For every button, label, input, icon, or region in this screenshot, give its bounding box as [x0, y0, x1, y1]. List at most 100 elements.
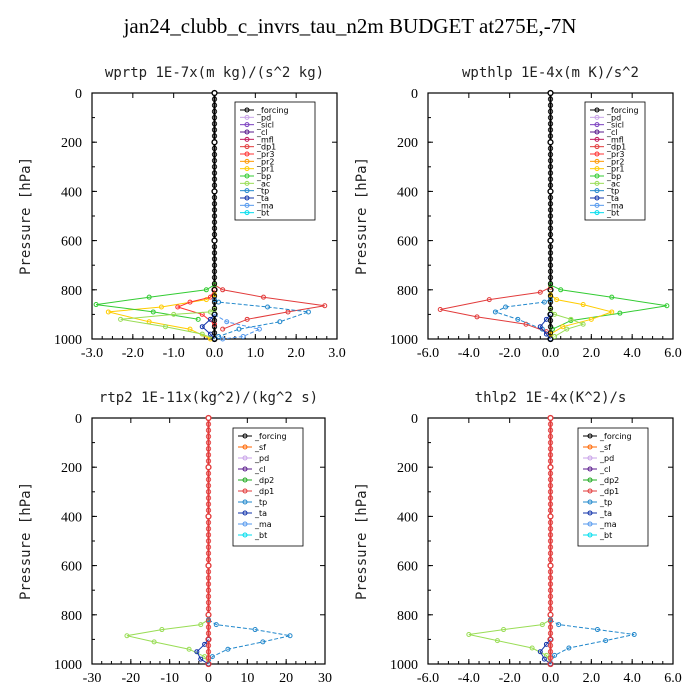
zero-line-marker	[547, 519, 554, 526]
series-line	[108, 294, 215, 340]
zero-line-marker	[547, 133, 554, 139]
data-point	[203, 287, 209, 293]
legend-item-label: _bp	[606, 172, 621, 181]
x-tick-label: 0.0	[206, 346, 224, 361]
zero-line-marker	[547, 575, 554, 581]
data-point	[580, 302, 586, 308]
zero-line-marker	[547, 649, 554, 655]
legend-item-label: _mfl	[256, 135, 274, 144]
zero-line-marker	[211, 96, 218, 102]
zero-line-marker	[211, 157, 218, 164]
zero-line-marker	[205, 482, 212, 489]
y-tick-label: 800	[397, 609, 418, 624]
data-point	[236, 326, 242, 332]
zero-line-marker	[547, 182, 554, 188]
data-point	[277, 319, 283, 325]
zero-line-marker	[547, 526, 554, 532]
zero-line-marker	[205, 636, 212, 643]
zero-line-marker	[205, 519, 212, 526]
zero-line-marker	[205, 649, 212, 655]
zero-line-marker	[547, 464, 554, 470]
panel-title: thlp2 1E-4x(K^2)/s	[475, 390, 627, 406]
zero-line-marker	[547, 636, 554, 643]
zero-line-marker	[211, 336, 218, 342]
legend-swatch-marker	[242, 433, 248, 439]
y-tick-label: 1000	[390, 333, 418, 348]
data-point	[244, 316, 250, 322]
zero-line-marker	[205, 507, 212, 513]
data-point	[256, 326, 262, 332]
data-point	[548, 297, 553, 303]
zero-line-marker	[547, 145, 554, 152]
legend-item-label: _pd	[599, 454, 614, 463]
zero-line-marker	[211, 237, 218, 244]
y-tick-label: 200	[397, 136, 418, 151]
legend-item-label: _ma	[606, 201, 624, 210]
data-point	[609, 309, 615, 315]
zero-line-marker	[547, 593, 554, 599]
zero-line-marker	[547, 311, 554, 318]
zero-line-marker	[547, 470, 554, 476]
zero-line-marker	[211, 293, 218, 299]
y-axis-label: Pressure [hPa]	[18, 157, 34, 275]
x-tick-label: 10	[240, 671, 254, 686]
legend-swatch-marker	[594, 122, 600, 128]
legend-item-label: _pr2	[606, 157, 624, 166]
zero-line-marker	[547, 439, 554, 446]
data-point	[664, 303, 670, 309]
figure-title: jan24_clubb_c_invrs_tau_n2m BUDGET at275…	[123, 14, 577, 38]
zero-line-marker	[547, 108, 554, 115]
data-point	[194, 649, 200, 655]
zero-line-marker	[211, 182, 218, 188]
zero-line-marker	[547, 237, 554, 244]
data-point	[207, 309, 213, 315]
panel-3: rtp2 1E-11x(kg^2)/(kg^2 s) -30 -20 -10 0 10 20…	[18, 390, 332, 686]
zero-line-marker	[205, 581, 212, 587]
data-point	[539, 622, 545, 628]
zero-line-marker	[205, 550, 212, 556]
zero-line-marker	[205, 501, 212, 507]
data-point	[560, 324, 566, 330]
legend-item-label: _pr1	[606, 165, 624, 174]
legend-item-label: _tp	[599, 498, 612, 507]
y-axis-label: Pressure [hPa]	[18, 482, 34, 600]
data-point	[631, 631, 637, 637]
legend-swatch-marker	[594, 144, 600, 150]
data-point	[594, 627, 600, 633]
data-point	[158, 304, 164, 310]
y-tick-label: 800	[61, 284, 82, 299]
legend-swatch-marker	[242, 488, 248, 494]
zero-line-marker	[547, 324, 554, 330]
legend-swatch-marker	[594, 129, 600, 135]
zero-line-marker	[547, 642, 554, 649]
y-tick-label: 0	[411, 87, 418, 102]
x-tick-label: 3.0	[328, 346, 346, 361]
zero-line-marker	[205, 495, 212, 501]
zero-line-marker	[211, 287, 218, 293]
data-point	[93, 302, 99, 308]
zero-line-marker	[547, 606, 554, 612]
legend-item-label: _ta	[599, 509, 612, 518]
panel-title: rtp2 1E-11x(kg^2)/(kg^2 s)	[99, 390, 318, 406]
zero-line-marker	[211, 299, 218, 305]
series-line	[214, 284, 325, 330]
zero-line-marker	[547, 507, 554, 513]
legend-swatch-marker	[244, 129, 250, 135]
x-tick-label: 0.0	[542, 346, 560, 361]
x-tick-label: 4.0	[623, 671, 641, 686]
x-tick-label: -2.0	[122, 346, 144, 361]
zero-line-marker	[211, 170, 218, 176]
zero-line-marker	[547, 556, 554, 563]
y-tick-label: 200	[61, 461, 82, 476]
zero-line-marker	[547, 612, 554, 618]
zero-line-marker	[547, 501, 554, 507]
zero-line-marker	[547, 544, 554, 550]
legend-swatch-marker	[244, 202, 250, 208]
x-tick-label: 1.0	[247, 346, 265, 361]
zero-line-marker	[211, 133, 218, 139]
data-point	[203, 297, 209, 303]
legend-swatch-marker	[594, 188, 600, 194]
data-point	[580, 321, 586, 327]
data-point	[305, 309, 311, 315]
